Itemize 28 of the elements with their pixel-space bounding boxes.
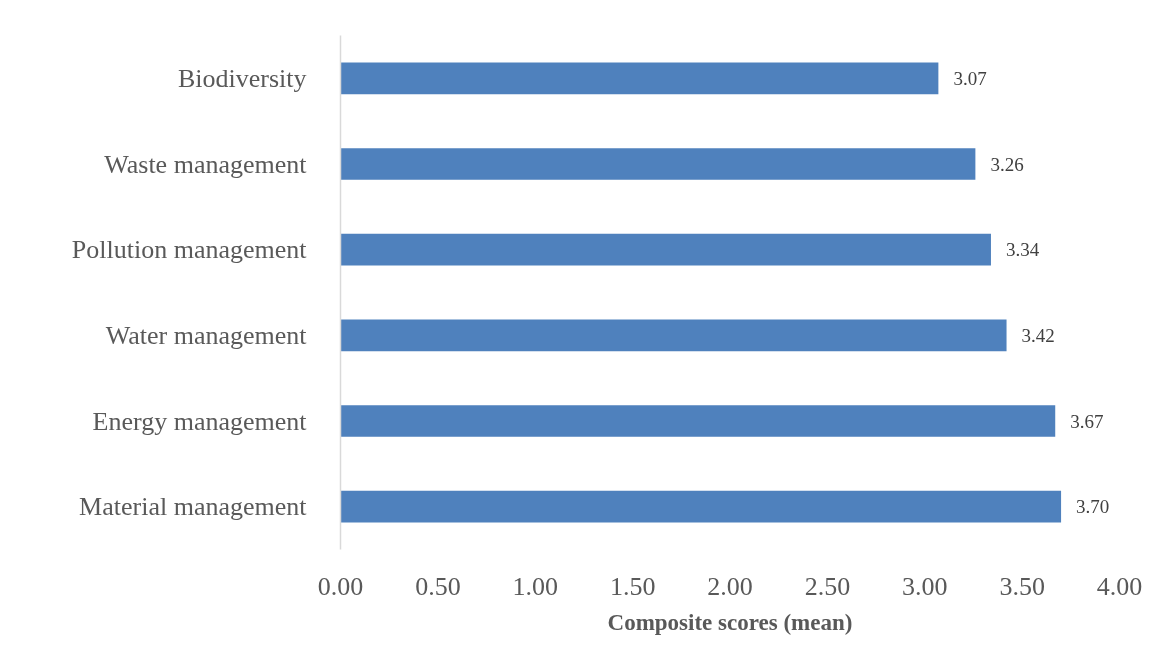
x-tick-label: 3.50	[999, 571, 1045, 601]
data-label: 3.07	[953, 67, 987, 89]
bar	[340, 62, 939, 95]
y-tick-label: Waste management	[104, 149, 308, 179]
data-label: 3.42	[1021, 324, 1055, 346]
y-tick-label: Water management	[105, 320, 308, 350]
data-label: 3.70	[1076, 496, 1110, 518]
bar	[340, 148, 976, 180]
bar	[340, 490, 1062, 523]
x-tick-label: 2.00	[707, 571, 753, 601]
x-tick-label: 2.50	[804, 571, 851, 601]
data-label: 3.34	[1005, 239, 1040, 261]
x-tick-label: 1.50	[609, 571, 656, 601]
bar	[340, 233, 991, 266]
x-tick-label: 4.00	[1096, 571, 1143, 601]
y-tick-label: Material management	[79, 492, 308, 522]
y-tick-label: Pollution management	[71, 235, 308, 265]
x-tick-label: 0.00	[317, 571, 364, 601]
data-label: 3.26	[990, 153, 1024, 175]
x-tick-label: 0.50	[415, 571, 461, 601]
bar	[340, 405, 1056, 437]
x-tick-label: 1.00	[512, 571, 558, 601]
y-tick-label: Biodiversity	[177, 63, 307, 93]
y-tick-label: Energy management	[92, 406, 308, 436]
x-axis-title: Composite scores (mean)	[607, 609, 853, 635]
bar	[340, 319, 1007, 352]
x-tick-label: 3.00	[902, 571, 948, 601]
data-label: 3.67	[1070, 410, 1104, 432]
